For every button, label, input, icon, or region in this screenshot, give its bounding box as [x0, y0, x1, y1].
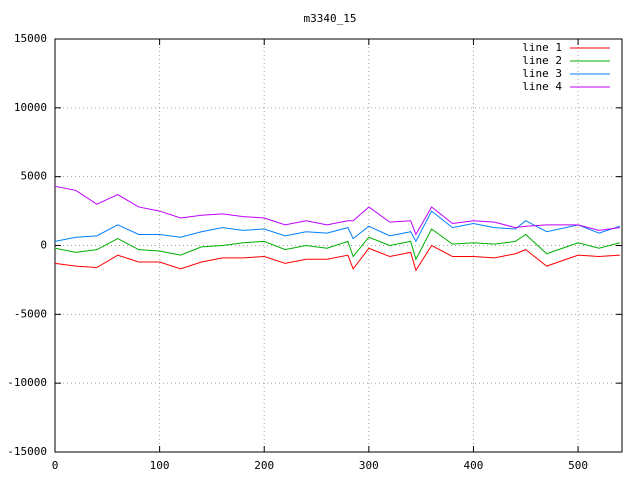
x-tick-label: 500 [568, 459, 588, 472]
y-tick-label: 0 [40, 239, 47, 252]
y-tick-label: 10000 [14, 101, 47, 114]
plot-frame [54, 38, 623, 453]
legend-label: line 2 [522, 54, 562, 67]
y-tick-label: -5000 [14, 307, 47, 320]
y-tick-label: 5000 [21, 170, 48, 183]
data-line [54, 228, 621, 261]
x-tick-label: 400 [464, 459, 484, 472]
x-tick-label: 0 [52, 459, 59, 472]
y-tick-label: -15000 [7, 445, 47, 458]
y-tick-label: -10000 [7, 376, 47, 389]
data-line [54, 244, 620, 272]
x-tick-label: 300 [359, 459, 379, 472]
legend-label: line 1 [522, 41, 562, 54]
legend-label: line 4 [522, 80, 562, 93]
data-line [54, 185, 620, 236]
x-tick-label: 100 [150, 459, 170, 472]
y-tick-label: 15000 [14, 32, 47, 45]
chart-title: m3340_15 [304, 12, 357, 25]
legend-label: line 3 [522, 67, 562, 80]
x-tick-label: 200 [254, 459, 274, 472]
